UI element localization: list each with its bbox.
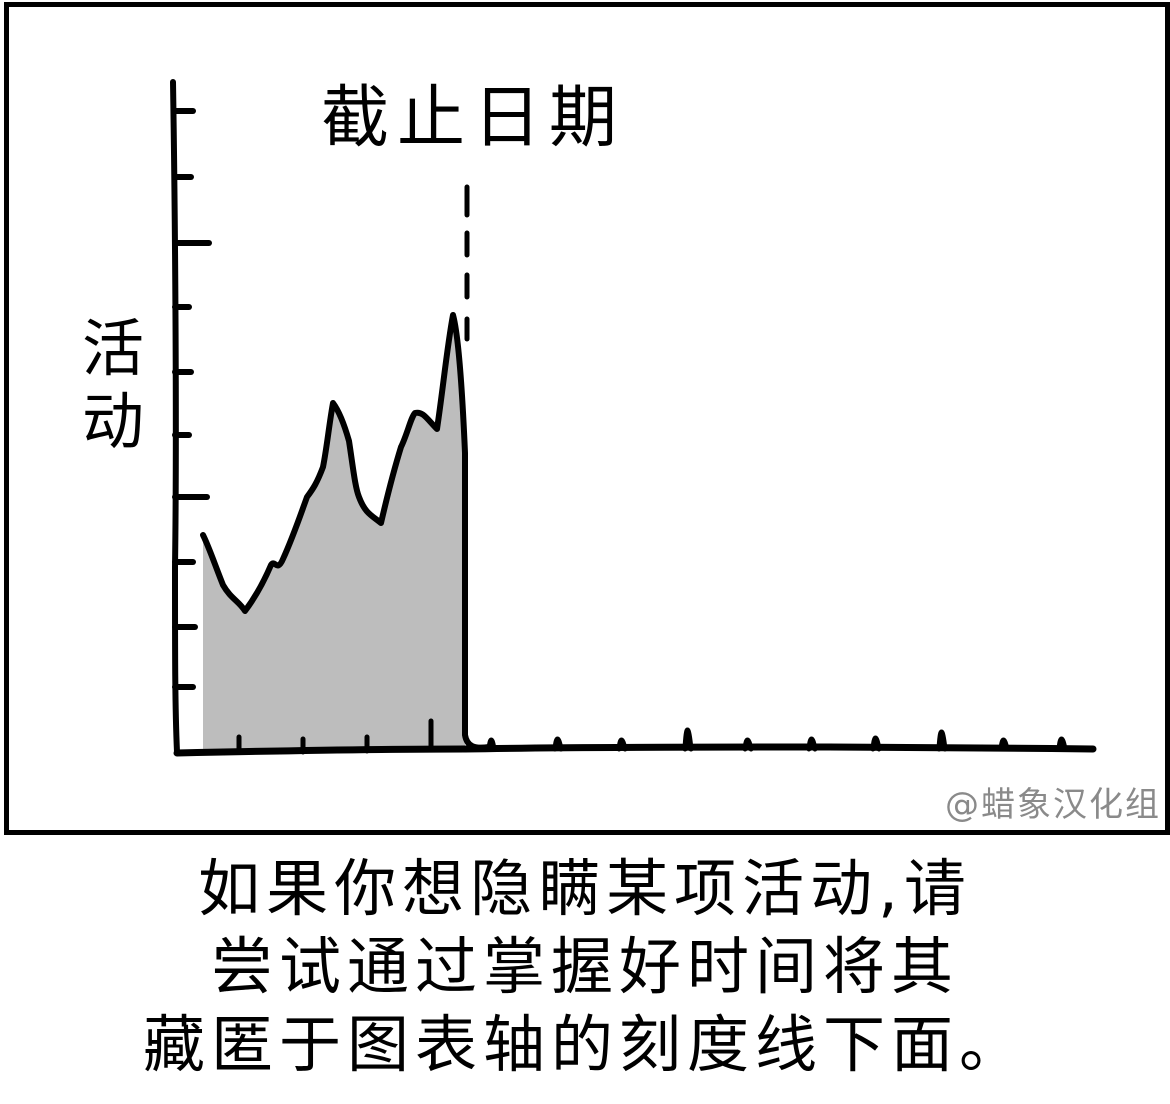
x-axis [173, 743, 1097, 757]
y-axis-label-char: 动 [81, 385, 144, 459]
x-ticks-visible [236, 718, 434, 755]
caption: 如果你想隐瞒某项活动,请 尝试通过掌握好时间将其 藏匿于图表轴的刻度线下面。 [0, 850, 1170, 1084]
comic-panel: 截止日期 活 动 @蜡象汉化组 [4, 2, 1170, 835]
y-axis-label: 活 动 [77, 312, 149, 458]
y-ticks [172, 108, 212, 690]
caption-line: 尝试通过掌握好时间将其 [210, 930, 959, 1003]
translator-credit: @蜡象汉化组 [945, 785, 1161, 825]
deadline-label: 截止日期 [321, 79, 626, 158]
activity-chart [170, 79, 1097, 757]
caption-line: 如果你想隐瞒某项活动,请 [198, 852, 972, 925]
activity-area [203, 315, 465, 749]
hidden-activity-spikes [486, 727, 1068, 752]
activity-line [200, 312, 492, 751]
caption-line: 藏匿于图表轴的刻度线下面。 [142, 1008, 1027, 1081]
y-axis [170, 79, 180, 755]
y-axis-label-char: 活 [81, 312, 144, 385]
